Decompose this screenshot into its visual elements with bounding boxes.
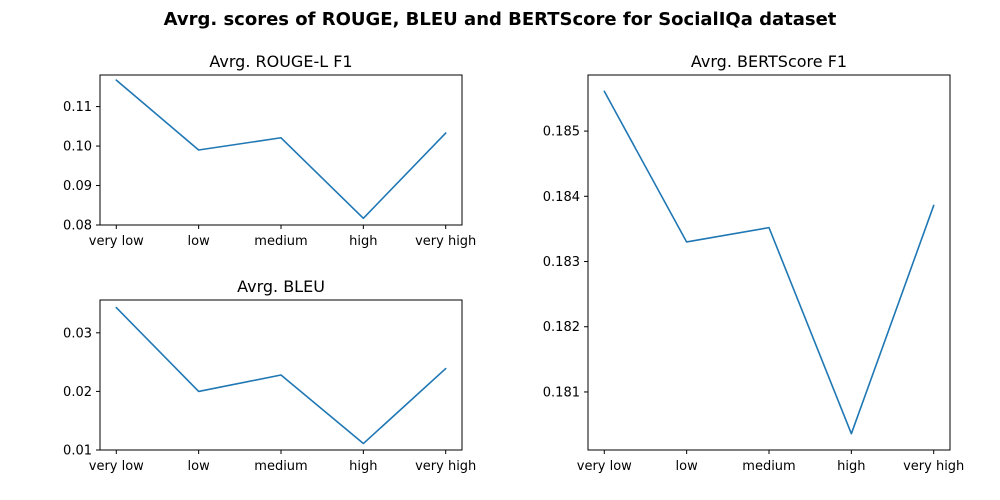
bertscore-ytick-label: 0.184 <box>543 190 580 205</box>
bleu-ytick-label: 0.02 <box>63 385 92 400</box>
rouge-xtick-label: very low <box>89 234 144 249</box>
bertscore-xtick-label: medium <box>742 459 795 474</box>
bertscore-axes-frame <box>587 74 951 451</box>
rouge-xtick-label: very high <box>415 234 476 249</box>
bertscore-xtick-label: low <box>676 459 699 474</box>
bleu-title: Avrg. BLEU <box>237 277 325 296</box>
bertscore-ytick-label: 0.185 <box>543 125 580 140</box>
rouge-panel: Avrg. ROUGE-L F1 0.08 0.09 0.10 0.11 very low… <box>63 52 476 249</box>
bertscore-panel: Avrg. BERTScore F1 0.181 0.182 0.183 0.184 0.… <box>543 52 965 474</box>
bertscore-xtick-label: high <box>837 459 865 474</box>
rouge-ytick-label: 0.09 <box>63 179 92 194</box>
rouge-ytick-label: 0.11 <box>63 100 92 115</box>
bleu-xtick-label: very high <box>415 459 476 474</box>
bleu-xtick-label: low <box>188 459 211 474</box>
rouge-ytick-label: 0.10 <box>63 140 92 155</box>
rouge-xtick-label: high <box>349 234 377 249</box>
rouge-series-line <box>115 79 447 220</box>
bleu-xtick-label: very low <box>89 459 144 474</box>
rouge-xtick-label: low <box>188 234 211 249</box>
bleu-ytick-label: 0.01 <box>63 444 92 459</box>
figure-suptitle: Avrg. scores of ROUGE, BLEU and BERTScor… <box>164 9 837 30</box>
rouge-xtick-label: medium <box>254 234 307 249</box>
bleu-ytick-label: 0.03 <box>63 326 92 341</box>
bertscore-ytick-label: 0.183 <box>543 255 580 270</box>
bertscore-ytick-label: 0.181 <box>543 385 580 400</box>
bleu-series-line <box>115 306 447 445</box>
bertscore-ytick-label: 0.182 <box>543 320 580 335</box>
bertscore-xtick-label: very high <box>903 459 964 474</box>
rouge-axes-frame <box>99 74 463 226</box>
bertscore-series-line <box>603 90 935 435</box>
bleu-panel: Avrg. BLEU 0.01 0.02 0.03 very low low medium h… <box>63 277 476 474</box>
rouge-ytick-label: 0.08 <box>63 219 92 234</box>
bleu-xtick-label: high <box>349 459 377 474</box>
rouge-title: Avrg. ROUGE-L F1 <box>209 52 352 71</box>
bertscore-title: Avrg. BERTScore F1 <box>691 52 847 71</box>
bertscore-xtick-label: very low <box>577 459 632 474</box>
bleu-xtick-label: medium <box>254 459 307 474</box>
